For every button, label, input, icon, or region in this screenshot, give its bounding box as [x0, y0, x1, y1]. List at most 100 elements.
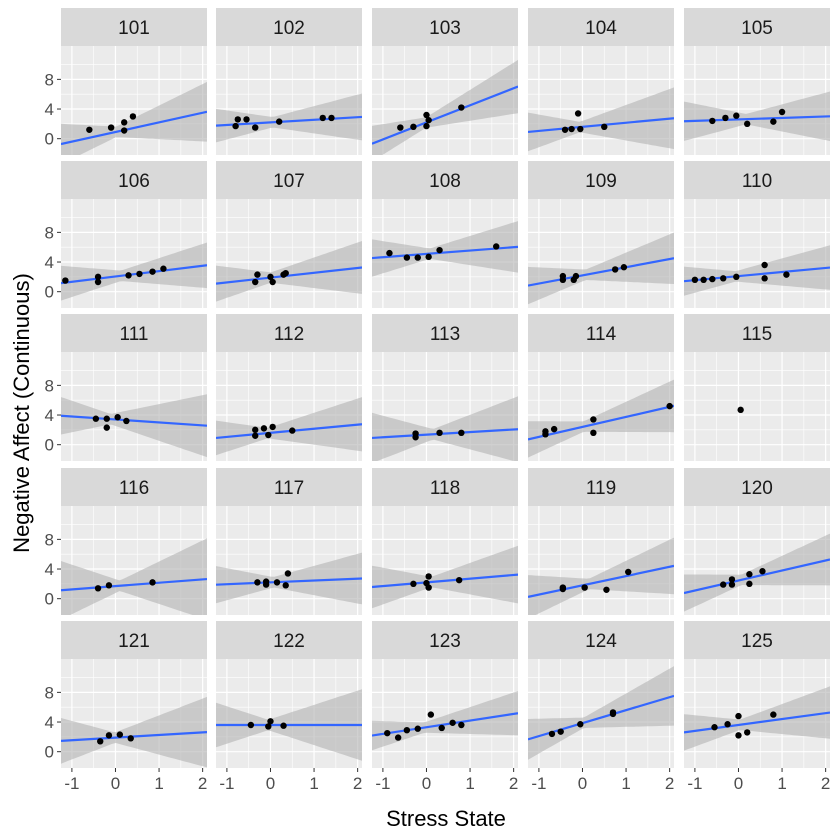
confidence-band — [528, 537, 674, 615]
x-tick-label: 0 — [422, 774, 431, 793]
confidence-band — [61, 538, 207, 615]
facet-panel: 115 — [684, 314, 830, 461]
regression-line — [216, 423, 362, 440]
facet-strip — [528, 468, 674, 506]
x-tick-label: -1 — [687, 774, 702, 793]
confidence-band — [528, 666, 674, 760]
data-point — [94, 278, 102, 286]
data-point — [603, 586, 610, 593]
facet-strip — [216, 314, 362, 352]
y-tick-label: 4 — [45, 100, 54, 119]
data-point — [265, 431, 272, 439]
x-tick-label: 0 — [578, 774, 587, 793]
facet-label: 112 — [274, 324, 304, 345]
confidence-band — [61, 394, 207, 458]
data-point — [92, 415, 100, 422]
data-point — [427, 711, 435, 718]
data-point — [103, 415, 110, 422]
regression-line — [216, 577, 362, 586]
confidence-band — [216, 241, 362, 302]
data-point — [136, 270, 143, 278]
regression-line — [61, 731, 207, 742]
data-point — [720, 275, 727, 282]
facet-strip — [684, 161, 830, 199]
facet-panel: 114 — [528, 314, 674, 461]
data-point — [149, 579, 156, 586]
x-tick-label: 2 — [821, 774, 830, 793]
x-axis-title: Stress State — [386, 806, 506, 831]
data-point — [425, 253, 432, 261]
facet-strip — [684, 468, 830, 506]
data-point — [590, 416, 597, 423]
facet-strip — [216, 621, 362, 659]
data-point — [116, 731, 124, 738]
data-point — [425, 116, 432, 124]
facet-panel: 103 — [372, 8, 518, 155]
data-point — [557, 728, 564, 735]
regression-line — [528, 564, 674, 599]
confidence-band — [372, 396, 518, 461]
data-point — [107, 124, 115, 131]
facet-strip — [372, 8, 518, 46]
data-point — [577, 721, 584, 728]
data-point — [770, 118, 777, 125]
data-point — [559, 272, 567, 280]
facet-strip — [372, 314, 518, 352]
facet-panel: 107 — [216, 161, 362, 308]
regression-line — [372, 573, 518, 589]
facet-label: 111 — [120, 324, 149, 345]
data-point — [724, 721, 731, 728]
data-point — [403, 726, 411, 734]
facet-panel: 121 — [61, 621, 207, 768]
facet-panel: 110 — [684, 161, 830, 308]
y-tick-label: 8 — [45, 70, 54, 89]
data-point — [123, 417, 130, 425]
data-point — [275, 118, 283, 125]
facet-panel: 109 — [528, 161, 674, 308]
data-point — [700, 276, 707, 284]
data-point — [94, 273, 102, 281]
x-axis: -1 0 1 2 -1 0 1 2 -1 0 1 2 -1 0 1 2 -1 0 1 2 — [64, 768, 830, 793]
data-point — [386, 249, 393, 257]
data-point — [243, 116, 250, 123]
data-point — [691, 276, 699, 284]
x-tick-label: 1 — [309, 774, 318, 793]
data-point — [319, 114, 326, 122]
x-tick-label: -1 — [219, 774, 234, 793]
data-point — [438, 724, 445, 732]
y-tick-label: 4 — [45, 406, 54, 425]
y-tick-label: 4 — [45, 253, 54, 272]
data-point — [783, 271, 790, 278]
confidence-band — [684, 533, 830, 612]
regression-line — [684, 558, 830, 595]
facet-panel: 101 — [61, 8, 207, 155]
regression-line — [684, 115, 830, 123]
facet-panel: 122 — [216, 621, 362, 768]
data-point — [746, 571, 753, 578]
data-point — [737, 406, 744, 414]
x-tick-label: -1 — [375, 774, 390, 793]
data-point — [559, 585, 567, 593]
facet-label: 113 — [430, 324, 460, 345]
confidence-band — [528, 232, 674, 305]
data-point — [561, 126, 569, 133]
data-point — [269, 278, 276, 286]
facet-label: 108 — [429, 171, 461, 192]
data-point — [260, 425, 268, 432]
data-point — [436, 246, 443, 254]
data-point — [328, 114, 335, 122]
facet-panel: 113 — [372, 314, 518, 461]
confidence-band — [372, 221, 518, 277]
x-tick-label: -1 — [64, 774, 79, 793]
data-point — [611, 266, 619, 273]
data-point — [574, 110, 582, 117]
data-point — [94, 585, 102, 592]
confidence-band — [684, 245, 830, 296]
confidence-band — [372, 691, 518, 751]
data-point — [62, 277, 69, 284]
data-point — [282, 582, 289, 589]
y-tick-label: 0 — [45, 130, 54, 149]
facet-strip — [61, 8, 207, 46]
data-point — [273, 579, 281, 586]
